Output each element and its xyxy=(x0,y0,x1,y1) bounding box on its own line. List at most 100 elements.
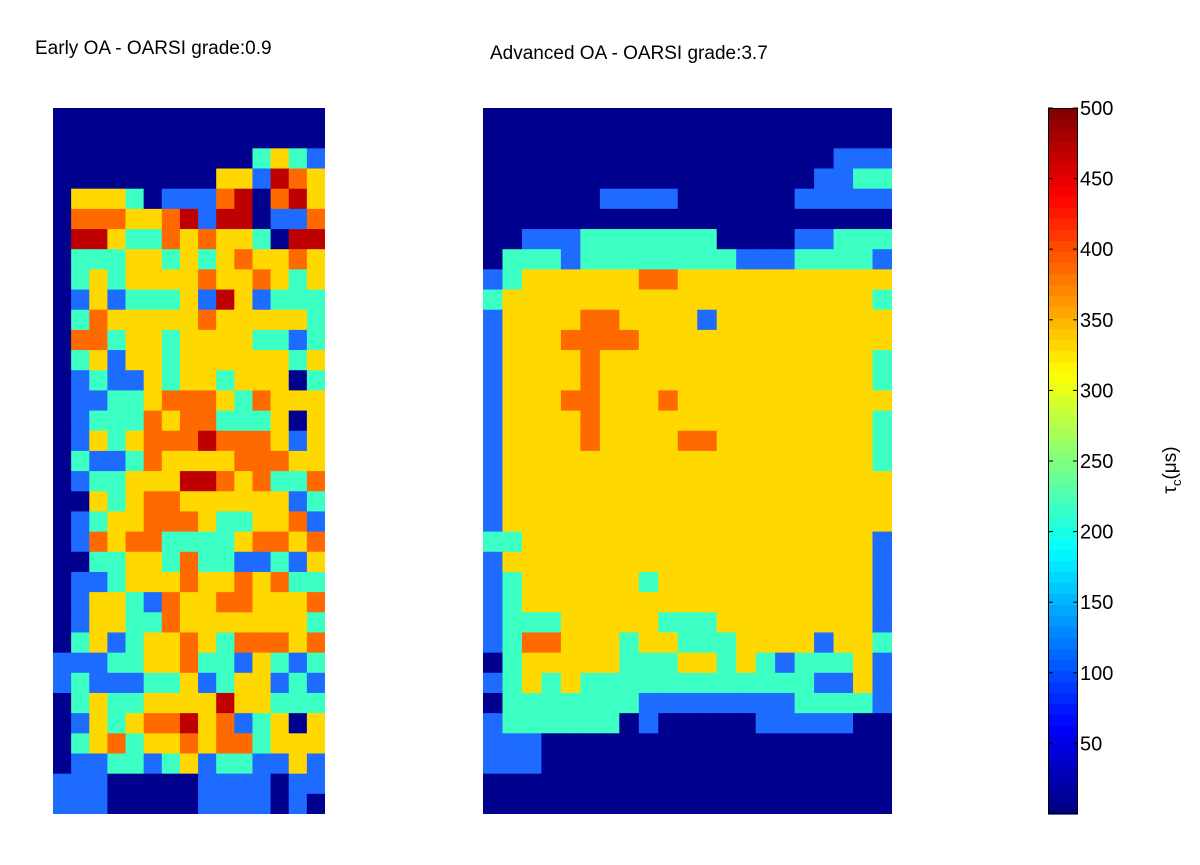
heatmap-cell xyxy=(306,128,325,149)
heatmap-cell xyxy=(755,329,776,351)
heatmap-cell xyxy=(794,168,815,190)
heatmap-cell xyxy=(541,692,562,714)
heatmap-cell xyxy=(107,188,127,210)
heatmap-cell xyxy=(580,208,601,230)
heatmap-cell xyxy=(755,612,776,634)
heatmap-cell xyxy=(794,450,815,472)
heatmap-cell xyxy=(755,471,776,492)
heatmap-cell xyxy=(697,430,718,452)
heatmap-cell xyxy=(541,491,562,513)
heatmap-cell xyxy=(755,350,776,371)
heatmap-cell xyxy=(161,511,181,533)
heatmap-cell xyxy=(521,793,543,814)
heatmap-cell xyxy=(775,350,796,371)
heatmap-cell xyxy=(71,309,90,331)
heatmap-cell xyxy=(599,773,620,795)
heatmap-cell xyxy=(814,168,835,190)
heatmap-cell xyxy=(234,289,254,311)
heatmap-cell xyxy=(775,289,796,311)
heatmap-cell xyxy=(580,592,601,613)
heatmap-cell xyxy=(677,370,698,391)
heatmap-cell xyxy=(306,350,325,371)
heatmap-cell xyxy=(216,108,235,129)
heatmap-cell xyxy=(853,370,874,391)
colorbar-step xyxy=(1048,769,1078,782)
heatmap-cell xyxy=(872,350,892,371)
heatmap-cell xyxy=(775,672,796,694)
heatmap-cell xyxy=(252,592,272,613)
colorbar-step xyxy=(1048,361,1078,374)
heatmap-cell xyxy=(541,672,562,694)
heatmap-cell xyxy=(89,491,108,513)
heatmap-cell xyxy=(270,430,290,452)
heatmap-cell xyxy=(521,753,543,775)
heatmap-cell xyxy=(270,208,290,230)
heatmap-cell xyxy=(252,208,272,230)
heatmap-cell xyxy=(736,188,757,210)
heatmap-cell xyxy=(198,672,217,694)
heatmap-cell xyxy=(234,410,254,432)
heatmap-cell xyxy=(179,370,199,391)
heatmap-cell xyxy=(71,551,90,573)
heatmap-cell xyxy=(89,350,108,371)
heatmap-cell xyxy=(716,551,737,573)
heatmap-cell xyxy=(306,168,325,190)
heatmap-cell xyxy=(755,531,776,553)
heatmap-cell xyxy=(638,188,659,210)
heatmap-cell xyxy=(853,269,874,291)
heatmap-cell xyxy=(638,511,659,533)
heatmap-cell xyxy=(71,108,90,129)
heatmap-cell xyxy=(270,793,290,814)
heatmap-cell xyxy=(143,108,163,129)
heatmap-cell xyxy=(697,450,718,472)
heatmap-cell xyxy=(288,430,308,452)
heatmap-cell xyxy=(853,108,874,129)
heatmap-cell xyxy=(125,309,145,331)
heatmap-cell xyxy=(306,148,325,170)
heatmap-cell xyxy=(71,430,90,452)
heatmap-cell xyxy=(658,108,679,129)
heatmap-cell xyxy=(306,713,325,734)
heatmap-cell xyxy=(53,249,72,270)
heatmap-cell xyxy=(814,713,835,734)
heatmap-cell xyxy=(833,753,854,775)
heatmap-cell xyxy=(125,471,145,492)
heatmap-cell xyxy=(521,773,543,795)
heatmap-cell xyxy=(270,471,290,492)
heatmap-cell xyxy=(697,571,718,593)
heatmap-cell xyxy=(483,632,504,654)
heatmap-cell xyxy=(521,471,543,492)
heatmap-cell xyxy=(716,511,737,533)
heatmap-cell xyxy=(833,249,854,270)
heatmap-cell xyxy=(521,168,543,190)
heatmap-cell xyxy=(89,168,108,190)
heatmap-cell xyxy=(677,108,698,129)
heatmap-cell xyxy=(502,632,523,654)
heatmap-cell xyxy=(697,148,718,170)
heatmap-cell xyxy=(143,652,163,674)
heatmap-cell xyxy=(288,269,308,291)
heatmap-cell xyxy=(521,430,543,452)
colorbar-step xyxy=(1048,317,1078,330)
heatmap-cell xyxy=(716,713,737,734)
heatmap-cell xyxy=(560,108,581,129)
heatmap-cell xyxy=(234,108,254,129)
heatmap-cell xyxy=(216,208,235,230)
heatmap-cell xyxy=(252,148,272,170)
heatmap-cell xyxy=(143,168,163,190)
heatmap-cell xyxy=(53,410,72,432)
heatmap-cell xyxy=(521,733,543,755)
heatmap-cell xyxy=(619,511,640,533)
heatmap-cell xyxy=(521,249,543,270)
heatmap-cell xyxy=(306,410,325,432)
heatmap-cell xyxy=(107,753,127,775)
heatmap-cell xyxy=(521,148,543,170)
colorbar-step xyxy=(1048,218,1078,230)
heatmap-cell xyxy=(716,491,737,513)
heatmap-cell xyxy=(125,511,145,533)
heatmap-cell xyxy=(814,773,835,795)
heatmap-cell xyxy=(638,229,659,250)
heatmap-cell xyxy=(755,410,776,432)
heatmap-cell xyxy=(71,188,90,210)
colorbar-step xyxy=(1048,174,1078,186)
